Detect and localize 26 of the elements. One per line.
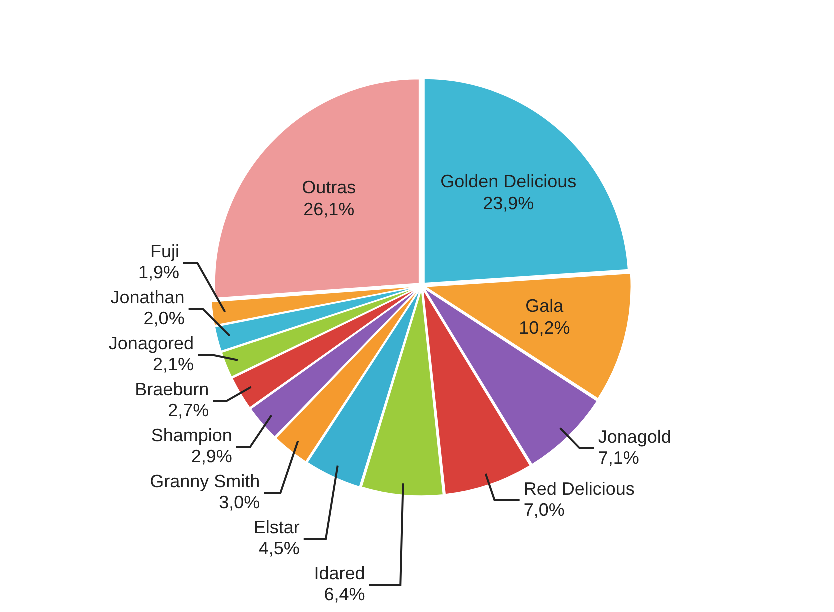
data-label: 4,5% — [258, 538, 300, 558]
data-label: 10,2% — [519, 318, 570, 338]
slice-label: Gala — [526, 296, 565, 316]
slice-label: Granny Smith — [150, 471, 260, 492]
data-label: 7,1% — [598, 448, 640, 468]
slice-label: Elstar — [254, 517, 300, 538]
slice-label: Jonagored — [108, 333, 194, 354]
data-label: 1,9% — [138, 262, 180, 282]
slice-label: Braeburn — [135, 379, 210, 400]
data-label: 23,9% — [483, 193, 534, 214]
data-label: 2,0% — [144, 308, 185, 328]
slice-label: Jonagold — [598, 426, 672, 447]
data-label: 26,1% — [304, 200, 355, 220]
data-label: 3,0% — [219, 492, 260, 512]
slice-label: Idared — [314, 563, 366, 584]
slice-label: Outras — [302, 178, 356, 198]
slice-label: Fuji — [150, 241, 180, 262]
slice-label: Golden Delicious — [440, 171, 577, 192]
data-label: 2,9% — [191, 446, 232, 466]
data-label: 7,0% — [524, 500, 565, 520]
slice-label: Red Delicious — [524, 478, 635, 499]
data-label: 2,7% — [168, 400, 210, 420]
slice-label: Jonathan — [110, 287, 185, 308]
data-label: 2,1% — [152, 354, 194, 374]
slice-label: Shampion — [151, 425, 232, 446]
data-label: 6,4% — [324, 584, 366, 604]
